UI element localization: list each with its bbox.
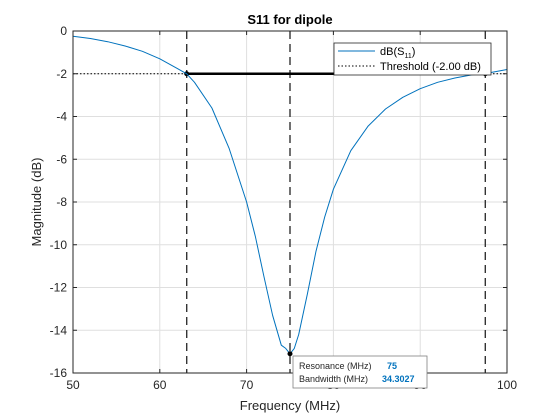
- resonance-point: [287, 351, 293, 357]
- y-axis: 0 -2 -4 -6 -8 -10 -12 -14 -16: [50, 24, 507, 380]
- x-tick-label: 50: [66, 378, 80, 392]
- y-tick-label: -4: [56, 110, 67, 124]
- x-tick-label: 70: [240, 378, 254, 392]
- resonance-annotation: Resonance (MHz) 75 Bandwidth (MHz) 34.30…: [292, 355, 428, 389]
- bandwidth-label: Bandwidth (MHz): [299, 374, 368, 384]
- y-tick-label: -6: [56, 152, 67, 166]
- legend-threshold-label: Threshold (-2.00 dB): [380, 61, 481, 73]
- y-axis-label: Magnitude (dB): [29, 158, 44, 247]
- chart-title: S11 for dipole: [247, 12, 332, 27]
- y-tick-label: -8: [56, 195, 67, 209]
- y-tick-label: -14: [50, 323, 68, 337]
- y-tick-label: -12: [50, 281, 68, 295]
- y-tick-label: 0: [60, 24, 67, 38]
- marker-lines: [186, 31, 486, 373]
- y-tick-label: -2: [56, 67, 67, 81]
- legend-box: [333, 42, 492, 76]
- x-tick-label: 100: [497, 378, 517, 392]
- legend-series-label: dB(S11): [380, 46, 415, 60]
- resonance-label: Resonance (MHz): [299, 361, 372, 371]
- annotation-box: [292, 355, 428, 389]
- y-tick-label: -16: [50, 366, 68, 380]
- resonance-value: 75: [387, 361, 397, 371]
- legend: dB(S11) Threshold (-2.00 dB): [333, 42, 492, 76]
- y-tick-label: -10: [50, 238, 68, 252]
- bandwidth-value: 34.3027: [382, 374, 415, 384]
- x-tick-label: 60: [153, 378, 167, 392]
- series: [72, 35, 508, 357]
- x-axis-label: Frequency (MHz): [240, 398, 340, 413]
